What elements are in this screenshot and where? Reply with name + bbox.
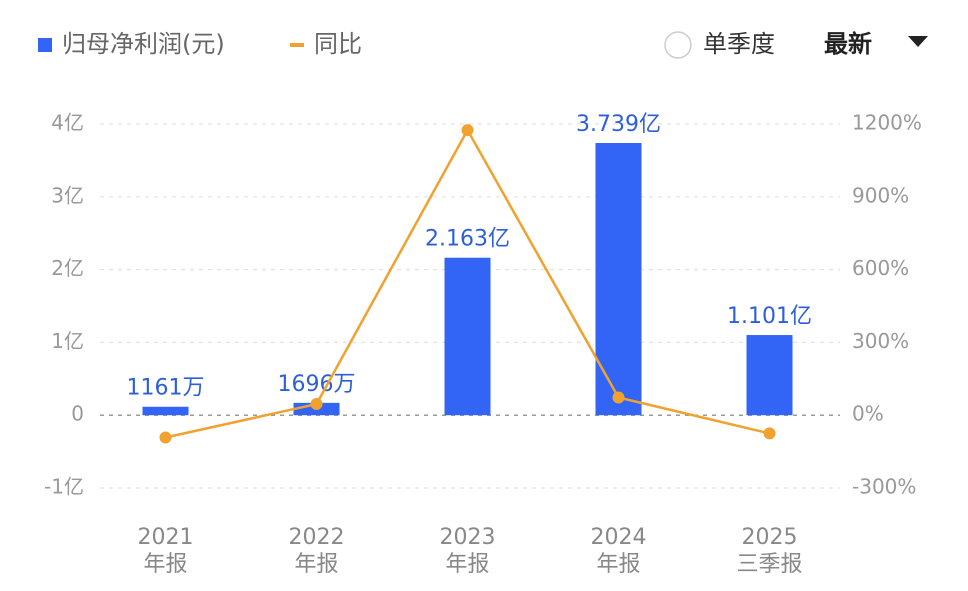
select-label[interactable]: 最新 <box>824 30 872 58</box>
dropdown-arrow[interactable] <box>908 36 928 47</box>
point <box>612 391 625 404</box>
y-tick-label: -1亿 <box>44 475 84 499</box>
bar <box>142 406 189 416</box>
x-tick-label: 2023 <box>440 525 496 550</box>
legend-label: 同比 <box>314 30 362 58</box>
value-label: 2.163亿 <box>425 227 510 252</box>
x-tick-label: 年报 <box>445 552 489 577</box>
single-quarter-toggle[interactable]: 单季度 <box>664 30 775 59</box>
y-tick-label: 3亿 <box>51 183 84 207</box>
y-tick-label: 1亿 <box>51 329 84 353</box>
value-label: 3.739亿 <box>576 112 661 137</box>
y2-tick-label: 0% <box>852 402 884 426</box>
x-tick-label: 年报 <box>294 552 338 577</box>
x-tick-label: 2024 <box>591 525 647 550</box>
radio[interactable] <box>664 31 692 59</box>
toggle-label[interactable]: 单季度 <box>703 30 775 58</box>
y2-tick-label: 1200% <box>852 111 922 135</box>
value-label: 1.101亿 <box>727 304 812 329</box>
y2-tick-label: -300% <box>852 475 916 499</box>
y-tick-label: 2亿 <box>51 256 84 280</box>
point <box>461 124 474 137</box>
period-select[interactable]: 最新 <box>824 30 928 58</box>
x-tick-label: 2022 <box>289 525 345 550</box>
y2-tick-label: 900% <box>852 183 909 207</box>
x-tick-label: 年报 <box>143 552 187 577</box>
point <box>159 431 172 444</box>
x-tick-label: 2021 <box>138 525 194 550</box>
legend-label: 归母净利润(元) <box>62 30 225 58</box>
value-label: 1161万 <box>127 376 205 401</box>
y-tick-label: 4亿 <box>51 111 84 135</box>
x-tick-label: 年报 <box>596 552 640 577</box>
value-label: 1696万 <box>278 372 356 397</box>
bar <box>746 335 793 416</box>
y-tick-label: 0 <box>71 402 84 426</box>
point <box>310 398 323 411</box>
legend-swatch <box>38 38 52 52</box>
x-tick-label: 三季报 <box>736 552 802 577</box>
y2-tick-label: 600% <box>852 256 909 280</box>
y2-tick-label: 300% <box>852 329 909 353</box>
bar <box>444 257 491 416</box>
point <box>763 427 776 440</box>
x-tick-label: 2025 <box>742 525 798 550</box>
bar <box>595 143 642 416</box>
